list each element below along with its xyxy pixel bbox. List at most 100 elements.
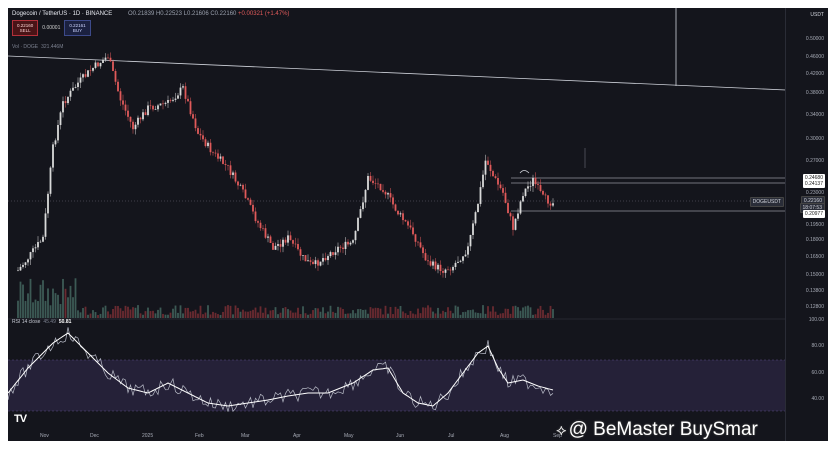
volume-bar xyxy=(389,306,392,318)
volume-bar xyxy=(422,307,424,318)
volume-bar xyxy=(447,307,449,318)
volume-bar xyxy=(314,308,317,318)
candles-group[interactable] xyxy=(17,52,554,278)
candle-body xyxy=(237,181,239,186)
candle-body xyxy=(37,242,39,248)
volume-bar xyxy=(149,311,152,318)
volume-bar xyxy=(212,311,214,318)
candle-body xyxy=(74,87,77,88)
volume-bar xyxy=(94,312,97,318)
volume-bar xyxy=(537,308,539,318)
price-tick: 0.12800 xyxy=(805,304,824,310)
sell-button[interactable]: 0.22160 SELL xyxy=(12,20,39,36)
candle-body xyxy=(349,242,352,245)
candle-body xyxy=(149,105,152,107)
volume-bar xyxy=(157,309,159,318)
candle-body xyxy=(337,246,339,253)
volume-bar xyxy=(239,311,242,318)
candle-body xyxy=(309,260,312,262)
volume-bar xyxy=(374,307,377,318)
volume-bar xyxy=(244,311,247,318)
volume-bar xyxy=(534,314,537,318)
volume-bar xyxy=(49,305,52,318)
symbol-title[interactable]: Dogecoin / TetherUS · 1D · BINANCE xyxy=(12,11,113,17)
volume-bar xyxy=(522,307,524,318)
volume-bar xyxy=(417,308,419,318)
rsi-legend[interactable]: RSI 14 close 45.49 50.81 xyxy=(12,319,71,325)
volume-bar xyxy=(289,310,292,318)
candle-body xyxy=(339,246,342,248)
volume-bar xyxy=(284,307,287,318)
volume-bar xyxy=(99,313,102,318)
volume-bar xyxy=(467,310,469,318)
currency-label[interactable]: USDT xyxy=(810,12,824,18)
price-tick: 0.19500 xyxy=(805,222,824,228)
volume-bar xyxy=(529,307,532,318)
candle-body xyxy=(294,243,297,245)
buy-button[interactable]: 0.22161 BUY xyxy=(64,20,91,36)
candle-body xyxy=(304,255,307,262)
candle-body xyxy=(77,82,79,88)
volume-bar xyxy=(517,307,519,318)
volume-bar xyxy=(449,310,452,318)
price-axis[interactable]: USDT 0.50000 0.46000 0.42000 0.38000 0.3… xyxy=(785,8,828,441)
volume-bar xyxy=(59,304,62,318)
candle-body xyxy=(452,266,454,271)
volume-bar xyxy=(509,313,512,318)
candle-body xyxy=(442,271,444,273)
candle-body xyxy=(454,262,457,267)
volume-bar xyxy=(454,305,457,318)
time-tick: Aug xyxy=(500,433,509,439)
volume-legend[interactable]: Vol · DOGE 321.446M xyxy=(12,44,63,50)
candle-body xyxy=(367,175,369,190)
level-flag-2[interactable]: 0.24137 xyxy=(802,180,825,188)
candle-body xyxy=(444,269,447,273)
volume-bar xyxy=(257,312,259,318)
time-axis[interactable]: Nov Dec 2025 Feb Mar Apr May Jun Jul Aug… xyxy=(8,429,786,441)
candle-body xyxy=(167,100,169,103)
buy-label: BUY xyxy=(72,28,83,33)
candle-body xyxy=(192,114,194,119)
tradingview-logo[interactable]: TV xyxy=(14,413,27,425)
candle-body xyxy=(494,176,497,179)
level-flag-1[interactable]: 0.24680 xyxy=(802,174,825,182)
level-flag-3[interactable]: 0.20977 xyxy=(802,210,825,218)
price-tick: 0.15000 xyxy=(805,272,824,278)
price-tick: 0.13800 xyxy=(805,288,824,294)
candle-body xyxy=(482,174,484,188)
candle-body xyxy=(204,139,207,147)
volume-bar xyxy=(192,311,194,318)
chart-panel[interactable]: Dogecoin / TetherUS · 1D · BINANCE O0.21… xyxy=(8,8,828,441)
watermark: ⟡ @ BeMaster BuySmar xyxy=(556,419,758,441)
volume-bar xyxy=(452,313,454,318)
volume-bar xyxy=(327,311,329,318)
volume-bar xyxy=(462,312,464,318)
volume-bar xyxy=(44,300,47,318)
candle-body xyxy=(262,228,264,229)
candle-body xyxy=(374,183,377,184)
candle-body xyxy=(229,165,232,175)
descending-trendline[interactable] xyxy=(8,55,787,91)
volume-bar xyxy=(384,305,387,318)
candle-body xyxy=(439,264,442,272)
candle-body xyxy=(139,117,142,120)
chart-canvas[interactable] xyxy=(8,8,828,441)
volume-bar xyxy=(282,308,284,318)
volume-bar xyxy=(427,305,429,318)
candle-body xyxy=(154,109,157,110)
volume-bar xyxy=(329,305,332,318)
candle-body xyxy=(232,172,234,175)
candle-body xyxy=(227,164,229,166)
volume-bar xyxy=(274,307,277,318)
candle-body xyxy=(299,249,302,256)
sell-price: 0.22160 xyxy=(17,23,34,28)
candle-body xyxy=(449,269,452,271)
volume-bar xyxy=(147,307,149,318)
candle-body xyxy=(369,175,372,181)
volume-bar xyxy=(219,314,222,318)
volume-bar xyxy=(114,305,117,318)
volume-bar xyxy=(352,310,354,318)
volume-bar xyxy=(119,308,122,318)
volume-bar xyxy=(159,307,162,318)
volume-bar xyxy=(127,306,129,318)
